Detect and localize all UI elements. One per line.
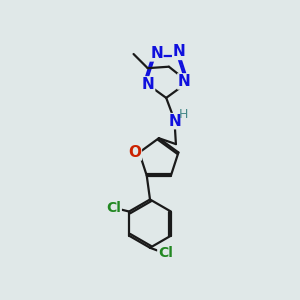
Text: Cl: Cl	[158, 246, 173, 260]
Text: N: N	[142, 77, 155, 92]
Text: N: N	[178, 74, 190, 89]
Text: N: N	[173, 44, 185, 59]
Text: N: N	[150, 46, 163, 61]
Text: Cl: Cl	[106, 201, 121, 215]
Text: N: N	[169, 114, 182, 129]
Text: O: O	[128, 145, 141, 160]
Text: H: H	[179, 108, 188, 121]
